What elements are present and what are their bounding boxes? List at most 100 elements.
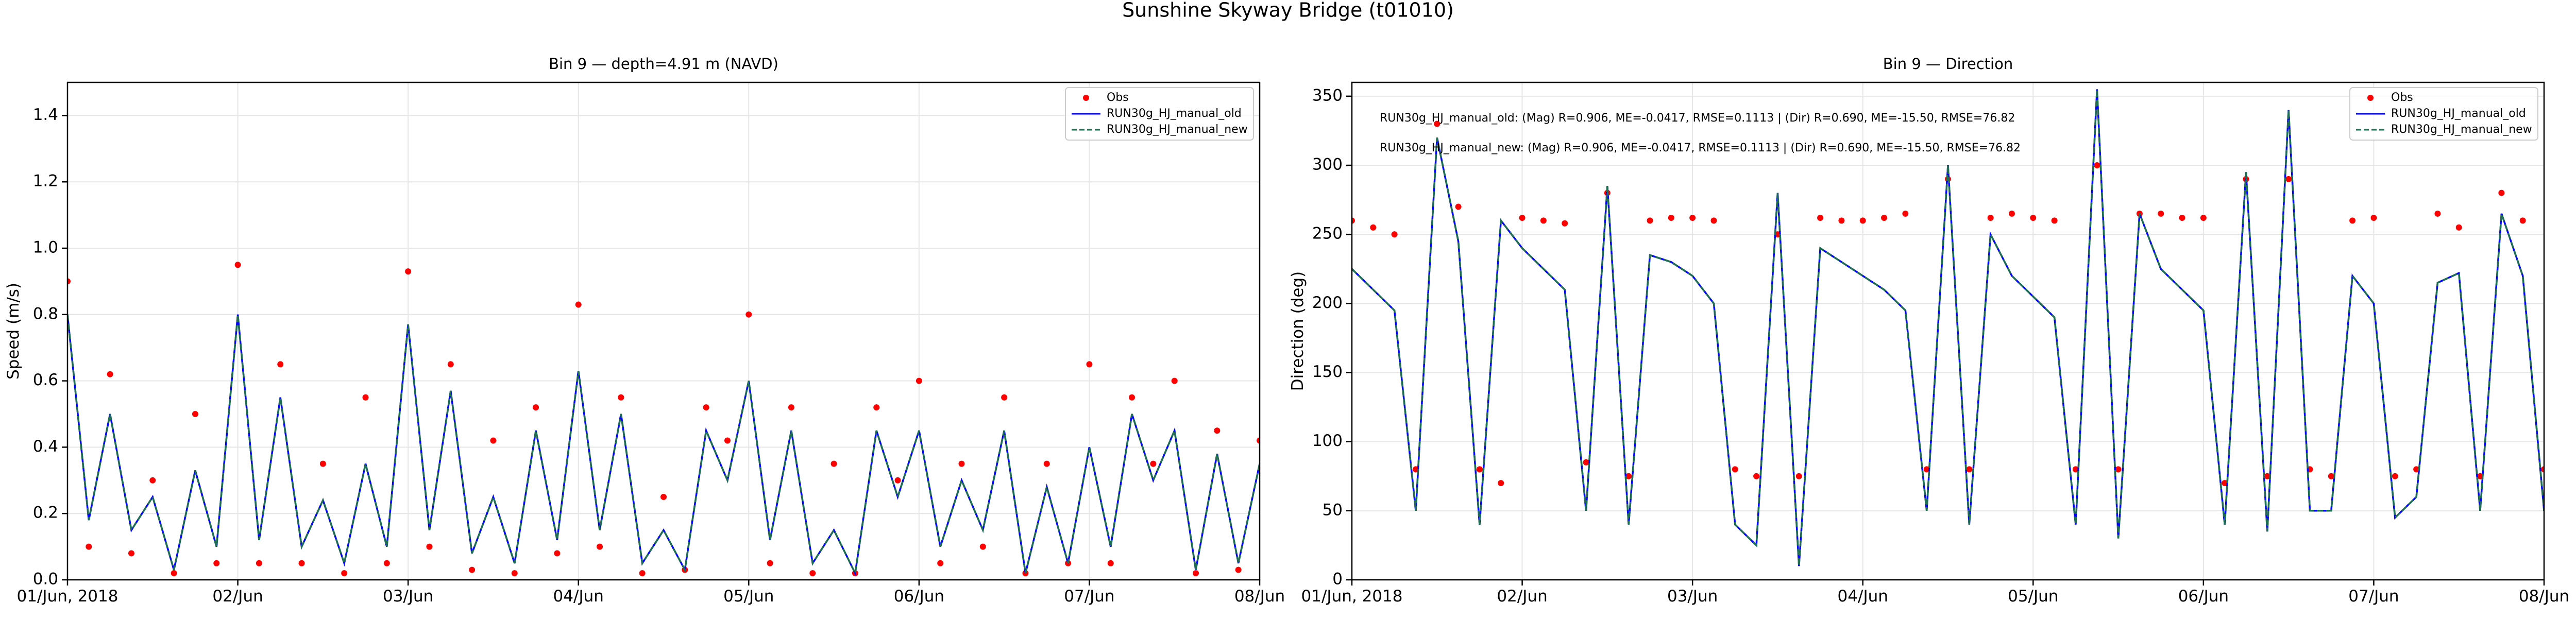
axes-title: Bin 9 — depth=4.91 m (NAVD): [549, 55, 778, 73]
y-tick-label: 300: [1312, 156, 1343, 174]
obs-point: [1966, 466, 1973, 473]
obs-point: [2370, 214, 2377, 221]
obs-point: [894, 477, 901, 484]
obs-point: [1540, 217, 1547, 224]
x-tick-label: 03/Jun: [383, 587, 433, 606]
obs-point: [2498, 190, 2505, 196]
x-tick-label: 08/Jun: [1234, 587, 1285, 606]
y-axis-label: Speed (m/s): [4, 283, 23, 380]
y-tick-label: 0.0: [33, 570, 58, 589]
obs-point: [383, 560, 390, 566]
obs-point: [1107, 560, 1114, 566]
obs-point: [426, 543, 433, 550]
x-tick-label: 01/Jun, 2018: [17, 587, 118, 606]
obs-point: [469, 566, 476, 573]
obs-point: [1498, 480, 1504, 487]
y-tick-label: 150: [1312, 363, 1343, 381]
y-tick-label: 50: [1323, 501, 1343, 519]
obs-point: [2349, 217, 2356, 224]
y-tick-label: 0: [1332, 570, 1343, 589]
obs-point: [703, 404, 709, 411]
obs-point: [1647, 217, 1653, 224]
y-tick-label: 1.2: [33, 172, 58, 191]
axes-title: Bin 9 — Direction: [1883, 55, 2013, 73]
obs-point: [1987, 214, 1994, 221]
obs-point: [2519, 217, 2526, 224]
obs-point: [597, 543, 603, 550]
obs-point: [1795, 473, 1802, 479]
obs-point: [2179, 214, 2185, 221]
legend: Obs RUN30g_HJ_manual_old RUN30g_HJ_manual_…: [2349, 87, 2538, 141]
x-tick-label: 07/Jun: [1064, 587, 1114, 606]
obs-point: [575, 301, 582, 308]
y-tick-label: 1.0: [33, 238, 58, 257]
legend-label: RUN30g_HJ_manual_old: [2391, 107, 2526, 120]
obs-point: [447, 361, 454, 368]
obs-point: [86, 543, 92, 550]
x-tick-label: 01/Jun, 2018: [1301, 587, 1403, 606]
obs-point: [1668, 214, 1674, 221]
x-tick-label: 08/Jun: [2519, 587, 2569, 606]
axes-frame: [66, 81, 1261, 581]
obs-point: [362, 394, 369, 401]
obs-point: [2200, 214, 2207, 221]
plot-area: [1352, 89, 2544, 566]
annotation: RUN30g_HJ_manual_old: (Mag) R=0.906, ME=…: [1380, 112, 2015, 125]
x-tick-label: 02/Jun: [1497, 587, 1547, 606]
obs-point: [319, 460, 326, 467]
x-tick-label: 04/Jun: [553, 587, 604, 606]
model-line: [67, 314, 1260, 576]
y-tick-label: 0.4: [33, 437, 58, 456]
obs-point: [2455, 224, 2462, 231]
legend-label: RUN30g_HJ_manual_new: [2391, 123, 2532, 136]
obs-point: [149, 477, 156, 484]
obs-point: [1859, 217, 1866, 224]
obs-point: [916, 377, 922, 384]
obs-point: [128, 550, 134, 557]
y-tick-label: 0.2: [33, 504, 58, 522]
axes: Bin 9 — Direction Direction (deg) 0 50 100 15…: [1289, 55, 2569, 606]
obs-point: [1129, 394, 1136, 401]
obs-point: [2008, 210, 2015, 217]
obs-point: [1193, 570, 1199, 577]
y-tick-label: 350: [1312, 86, 1343, 105]
obs-point: [2094, 162, 2100, 168]
obs-point: [1235, 566, 1242, 573]
x-tick-label: 03/Jun: [1667, 587, 1718, 606]
obs-point: [1838, 217, 1845, 224]
obs-point: [1257, 437, 1260, 444]
obs-point: [298, 560, 305, 566]
legend-marker: [1083, 95, 1089, 101]
obs-point: [1476, 466, 1483, 473]
y-tick-label: 1.4: [33, 106, 58, 124]
obs-point: [1171, 377, 1178, 384]
obs-point: [2072, 466, 2079, 473]
y-axis-label: Direction (deg): [1289, 271, 1307, 391]
obs-point: [234, 262, 241, 268]
obs-point: [639, 570, 646, 577]
obs-point: [2434, 210, 2441, 217]
obs-point: [2115, 466, 2122, 473]
obs-point: [2051, 217, 2058, 224]
obs-point: [1001, 394, 1008, 401]
figure-title: Sunshine Skyway Bridge (t01010): [1122, 0, 1454, 22]
obs-point: [873, 404, 880, 411]
obs-point: [1817, 214, 1824, 221]
y-tick-label: 200: [1312, 294, 1343, 312]
obs-point: [2413, 466, 2420, 473]
x-tick-label: 06/Jun: [894, 587, 944, 606]
obs-point: [979, 543, 986, 550]
legend: Obs RUN30g_HJ_manual_old RUN30g_HJ_manual_…: [1065, 87, 1254, 141]
obs-point: [171, 570, 177, 577]
obs-point: [2285, 176, 2292, 182]
obs-point: [937, 560, 944, 566]
obs-point: [1562, 220, 1568, 227]
obs-point: [2030, 214, 2037, 221]
obs-point: [277, 361, 284, 368]
obs-point: [511, 570, 518, 577]
obs-point: [1923, 466, 1930, 473]
obs-point: [1732, 466, 1738, 473]
obs-point: [192, 411, 198, 417]
